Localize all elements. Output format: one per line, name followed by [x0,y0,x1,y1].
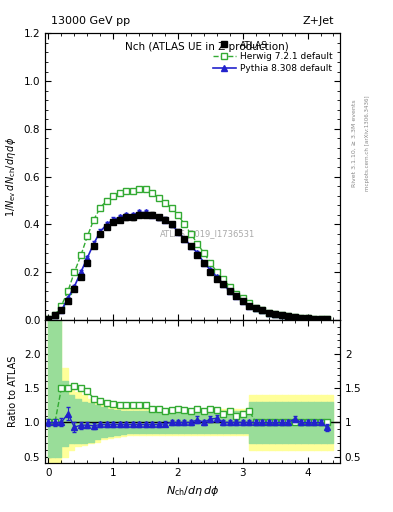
Text: Z+Jet: Z+Jet [303,16,334,26]
Text: Nch (ATLAS UE in Z production): Nch (ATLAS UE in Z production) [125,42,289,52]
X-axis label: $N_{\rm ch}/d\eta\,d\phi$: $N_{\rm ch}/d\eta\,d\phi$ [166,484,219,498]
Y-axis label: $1/N_{\rm ev}\,dN_{\rm ch}/d\eta\,d\phi$: $1/N_{\rm ev}\,dN_{\rm ch}/d\eta\,d\phi$ [4,137,18,217]
Text: ATLAS_2019_I1736531: ATLAS_2019_I1736531 [160,229,255,239]
Text: 13000 GeV pp: 13000 GeV pp [51,16,130,26]
Legend: ATLAS, Herwig 7.2.1 default, Pythia 8.308 default: ATLAS, Herwig 7.2.1 default, Pythia 8.30… [210,38,336,76]
Text: mcplots.cern.ch [arXiv:1306.3436]: mcplots.cern.ch [arXiv:1306.3436] [365,96,370,191]
Text: Rivet 3.1.10, ≥ 3.3M events: Rivet 3.1.10, ≥ 3.3M events [352,99,357,187]
Y-axis label: Ratio to ATLAS: Ratio to ATLAS [8,356,18,428]
